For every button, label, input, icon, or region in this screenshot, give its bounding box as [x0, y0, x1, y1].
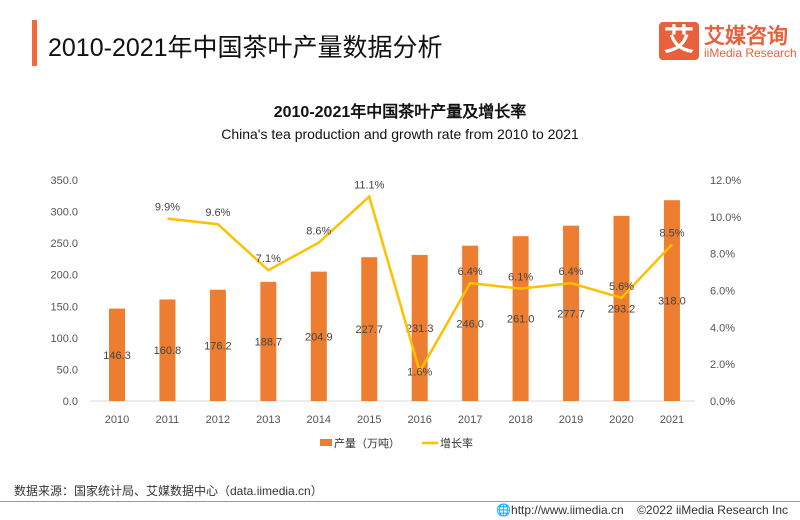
x-tick: 2010 [105, 414, 129, 426]
legend-line-label: 增长率 [440, 436, 473, 450]
y-left-tick: 200.0 [50, 270, 78, 282]
x-tick: 2013 [256, 414, 280, 426]
y-right-tick: 0.0% [710, 396, 735, 408]
line-label: 1.6% [407, 367, 432, 379]
x-tick: 2017 [458, 414, 482, 426]
y-right-tick: 10.0% [710, 212, 741, 224]
bar [159, 299, 176, 401]
y-left-tick: 150.0 [50, 301, 78, 313]
bar-label: 227.7 [355, 324, 383, 336]
x-tick: 2021 [660, 414, 684, 426]
footer-divider [0, 501, 800, 502]
logo-text-cn: 艾媒咨询 [704, 25, 788, 48]
bar-label: 176.2 [204, 340, 232, 352]
y-left-tick: 300.0 [50, 207, 78, 219]
bar-label: 293.2 [608, 303, 636, 315]
bar [563, 225, 580, 401]
page-title: 2010-2021年中国茶叶产量数据分析 [48, 34, 443, 62]
bar [109, 308, 125, 401]
line-label: 8.6% [306, 226, 331, 238]
line-label: 8.5% [659, 227, 684, 239]
bar-label: 160.8 [154, 345, 182, 357]
title-accent-bar [32, 20, 37, 66]
growth-line [167, 194, 673, 375]
y-left-tick: 350.0 [50, 175, 78, 187]
chart-title: 2010-2021年中国茶叶产量及增长率 [273, 104, 527, 121]
line-label: 11.1% [354, 180, 385, 192]
bar-label: 204.9 [305, 331, 333, 343]
footer-url[interactable]: http://www.iimedia.cn [511, 503, 624, 517]
y-left-tick: 0.0 [63, 396, 78, 408]
x-tick: 2018 [508, 414, 532, 426]
y-right-tick: 8.0% [710, 249, 735, 261]
y-right-tick: 2.0% [710, 359, 735, 371]
line-label: 9.9% [155, 202, 180, 214]
bar-label: 188.7 [255, 336, 283, 348]
line-label: 7.1% [256, 253, 281, 265]
y-left-tick: 250.0 [50, 238, 78, 250]
y-left-tick: 50.0 [57, 364, 78, 376]
logo-text-en: iiMedia Research [704, 46, 797, 60]
x-tick: 2012 [206, 414, 230, 426]
copyright: ©2022 iiMedia Research Inc [637, 503, 788, 517]
bar-label: 277.7 [557, 308, 585, 320]
x-tick: 2014 [307, 414, 331, 426]
chart-subtitle: China's tea production and growth rate f… [221, 126, 579, 142]
line-label: 9.6% [205, 207, 230, 219]
x-tick: 2019 [559, 414, 583, 426]
logo-mark: 艾 [659, 22, 699, 60]
bar-label: 146.3 [103, 350, 131, 362]
bar-label: 318.0 [658, 296, 686, 308]
globe-icon: 🌐 [496, 503, 512, 517]
source-note: 数据来源：国家统计局、艾媒数据中心（data.iimedia.cn） [14, 484, 323, 498]
y-right-tick: 12.0% [710, 175, 741, 187]
line-label: 6.4% [559, 266, 584, 278]
y-right-tick: 4.0% [710, 322, 735, 334]
x-tick: 2015 [357, 414, 381, 426]
y-right-tick: 6.0% [710, 286, 735, 298]
chart: 0.0 50.0 100.0 150.0 200.0 250.0 300.0 350.0 0.0… [50, 175, 741, 450]
bar [512, 236, 529, 401]
line-label: 6.4% [458, 266, 483, 278]
footer: 🌐http://www.iimedia.cn ©2022 iiMedia Res… [496, 503, 788, 517]
x-tick: 2011 [156, 414, 180, 426]
bar-label: 246.0 [456, 318, 484, 330]
bar [260, 281, 277, 401]
legend-bar-swatch [320, 439, 332, 446]
line-label: 5.6% [609, 281, 634, 293]
bar-label: 261.0 [507, 314, 535, 326]
x-tick: 2020 [609, 414, 633, 426]
bar [361, 257, 378, 401]
x-tick: 2016 [407, 414, 431, 426]
y-left-tick: 100.0 [50, 333, 78, 345]
bar-label: 231.3 [406, 323, 434, 335]
legend-bar-label: 产量（万吨） [334, 436, 400, 450]
bar [209, 289, 226, 401]
bar [613, 215, 630, 401]
bar [310, 271, 327, 401]
line-label: 6.1% [508, 272, 533, 284]
